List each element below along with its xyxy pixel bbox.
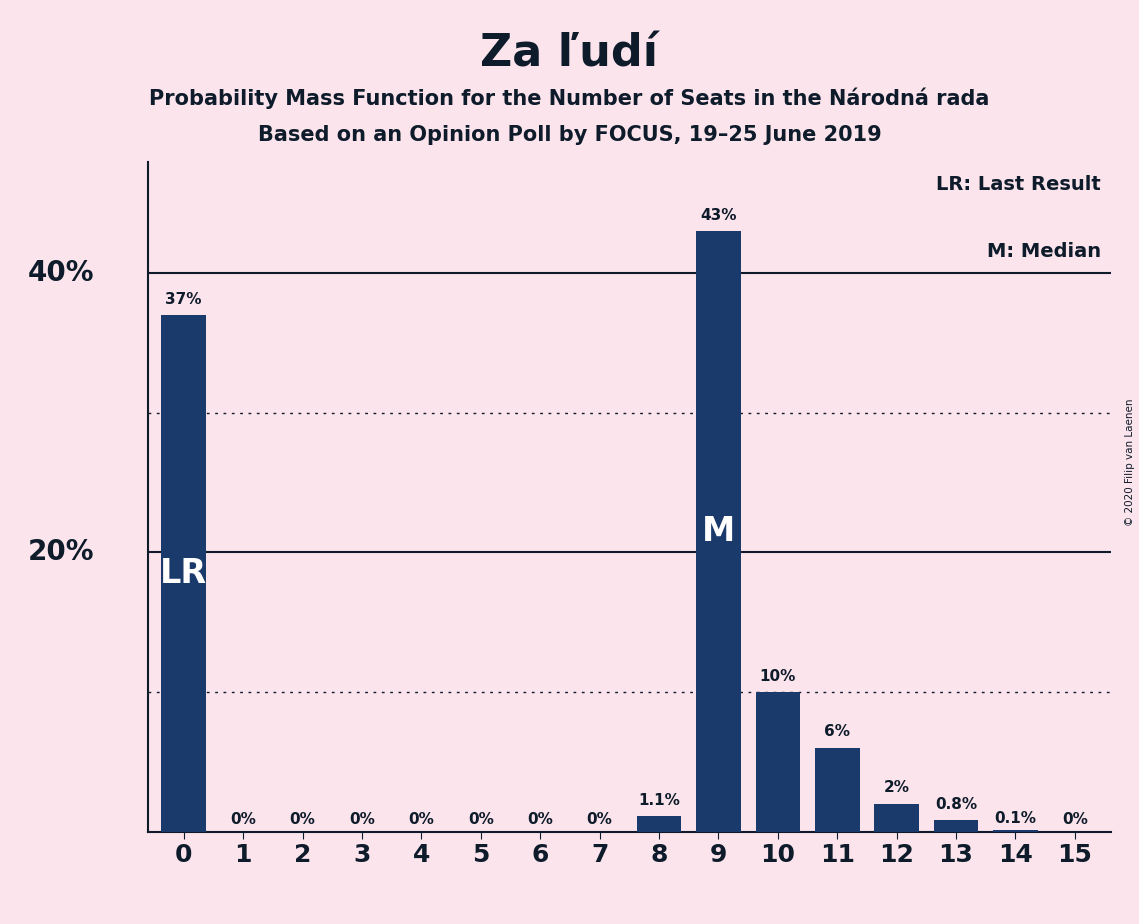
Text: 0%: 0% (289, 812, 316, 827)
Text: Probability Mass Function for the Number of Seats in the Národná rada: Probability Mass Function for the Number… (149, 88, 990, 109)
Text: 0%: 0% (587, 812, 613, 827)
Text: Based on an Opinion Poll by FOCUS, 19–25 June 2019: Based on an Opinion Poll by FOCUS, 19–25… (257, 125, 882, 145)
Text: LR: LR (161, 557, 207, 590)
Text: 37%: 37% (165, 292, 202, 307)
Text: 0%: 0% (349, 812, 375, 827)
Bar (875, 804, 919, 832)
Bar (637, 816, 681, 832)
Text: 20%: 20% (28, 539, 95, 566)
Bar (816, 748, 860, 832)
Text: 0%: 0% (468, 812, 493, 827)
Text: 6%: 6% (825, 724, 850, 739)
Text: 40%: 40% (28, 260, 95, 287)
Text: M: M (702, 515, 735, 548)
Text: LR: Last Result: LR: Last Result (936, 176, 1101, 194)
Text: 2%: 2% (884, 780, 910, 796)
Text: 0%: 0% (409, 812, 434, 827)
Text: 43%: 43% (700, 208, 737, 223)
Text: 0%: 0% (230, 812, 256, 827)
Text: 10%: 10% (760, 669, 796, 684)
Text: 0.8%: 0.8% (935, 797, 977, 812)
Text: Za ľudí: Za ľudí (481, 32, 658, 76)
Text: © 2020 Filip van Laenen: © 2020 Filip van Laenen (1125, 398, 1134, 526)
Bar (162, 315, 206, 832)
Bar (993, 830, 1038, 832)
Text: 1.1%: 1.1% (638, 793, 680, 808)
Text: 0.1%: 0.1% (994, 811, 1036, 826)
Text: M: Median: M: Median (986, 242, 1101, 261)
Bar (934, 821, 978, 832)
Bar (755, 692, 800, 832)
Bar (696, 232, 740, 832)
Text: 0%: 0% (1062, 812, 1088, 827)
Text: 0%: 0% (527, 812, 554, 827)
